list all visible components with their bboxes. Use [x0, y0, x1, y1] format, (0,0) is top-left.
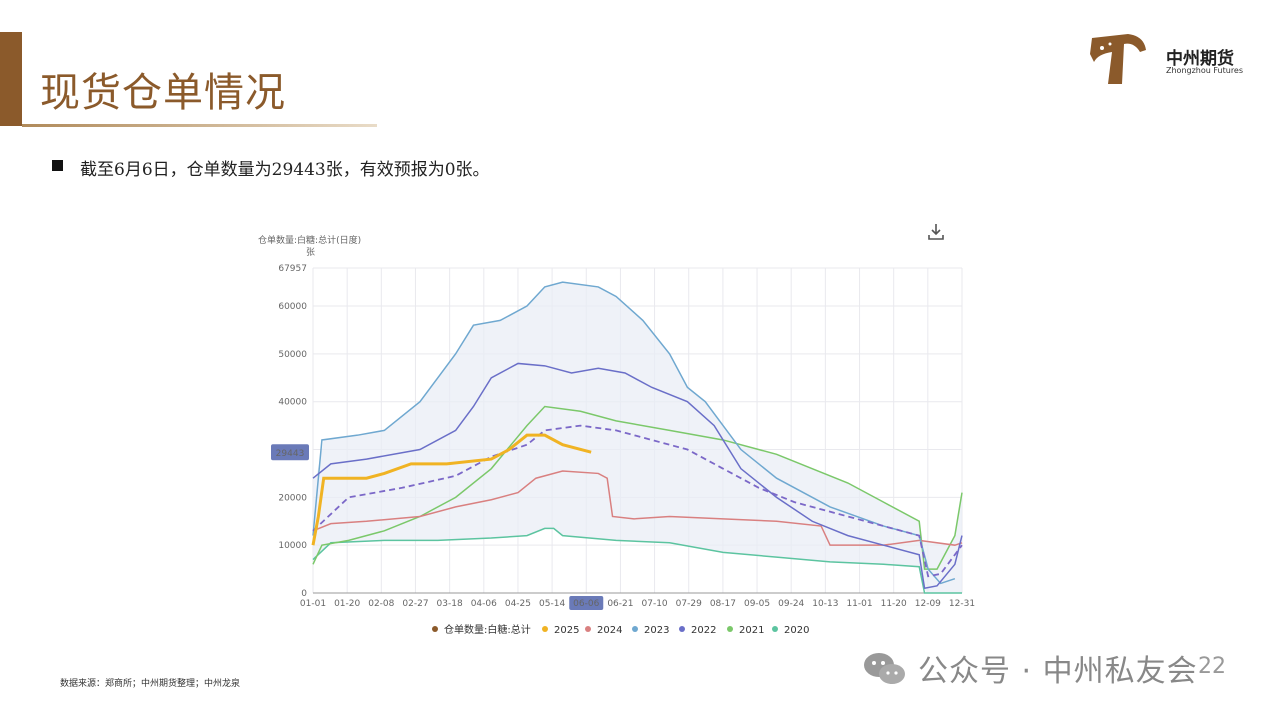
legend-label: 2023 — [644, 625, 669, 636]
legend-label: 2020 — [784, 625, 809, 636]
legend-marker — [542, 626, 548, 632]
series-line-2023 — [312, 281, 956, 585]
x-tick-label: 02-08 — [368, 599, 394, 609]
x-tick-label: 01-20 — [334, 599, 360, 609]
warehouse-receipt-chart: 仓单数量:白糖:总计(日度)张0100002000030000400005000… — [258, 234, 975, 636]
x-tick-label: 07-29 — [676, 599, 702, 609]
x-tick-label: 10-13 — [812, 599, 838, 609]
y-tick-label: 10000 — [278, 541, 307, 551]
wechat-icon — [864, 653, 905, 684]
series-line-2025 — [311, 433, 592, 546]
series-line-avg — [312, 424, 963, 578]
title-underline — [22, 124, 377, 127]
x-tick-label: 02-27 — [402, 599, 428, 609]
legend-label: 仓单数量:白糖:总计 — [444, 623, 531, 636]
legend-marker — [585, 626, 591, 632]
x-tick-label: 04-25 — [505, 599, 531, 609]
x-tick-label: 05-14 — [539, 599, 565, 609]
current-value-label: 29443 — [276, 449, 305, 459]
x-tick-label: 06-06 — [573, 599, 599, 609]
series-line-2020 — [312, 527, 962, 594]
x-current-date-marker — [569, 596, 604, 610]
y-tick-label: 67957 — [278, 264, 307, 274]
bullet-square — [52, 160, 63, 171]
y-tick-label: 20000 — [278, 493, 307, 503]
chart-title: 仓单数量:白糖:总计(日度) — [258, 234, 361, 246]
data-source: 数据来源：郑商所；中州期货整理；中州龙泉 — [60, 679, 241, 689]
company-name-en: Zhongzhou Futures — [1166, 66, 1244, 75]
chart-container: 仓单数量:白糖:总计(日度)张0100002000030000400005000… — [240, 220, 980, 640]
x-tick-label: 12-31 — [949, 599, 975, 609]
legend-label: 2024 — [597, 625, 622, 636]
legend-marker — [727, 626, 733, 632]
x-tick-label: 12-09 — [915, 599, 941, 609]
watermark-text: 公众号 · 中州私友会 — [918, 654, 1198, 689]
current-value-marker — [271, 444, 309, 461]
legend-label: 2022 — [691, 625, 716, 636]
x-tick-label: 11-20 — [881, 599, 907, 609]
y-tick-label: 40000 — [278, 398, 307, 408]
legend-label: 2025 — [554, 625, 579, 636]
legend-marker — [772, 626, 778, 632]
series-line-2024 — [312, 470, 963, 546]
y-tick-label: 60000 — [278, 302, 307, 312]
x-tick-label: 06-21 — [607, 599, 633, 609]
download-icon[interactable] — [926, 222, 946, 242]
x-tick-label: 07-10 — [642, 599, 668, 609]
summary-text: 截至6月6日，仓单数量为29443张，有效预报为0张。 — [80, 160, 490, 180]
x-tick-label: 09-24 — [778, 599, 804, 609]
legend-marker — [632, 626, 638, 632]
page-number: 22 — [1198, 654, 1226, 679]
x-tick-label: 09-05 — [744, 599, 770, 609]
legend-marker — [432, 626, 438, 632]
company-name: 中州期货 — [1166, 49, 1234, 69]
x-tick-label: 08-17 — [710, 599, 736, 609]
y-tick-label: 0 — [301, 589, 307, 599]
x-tick-label: 11-01 — [846, 599, 872, 609]
x-tick-label: 04-06 — [471, 599, 497, 609]
page-title: 现货仓单情况 — [40, 70, 286, 116]
company-logo-icon — [1088, 32, 1148, 88]
legend-label: 2021 — [739, 625, 764, 636]
y-axis-unit: 张 — [306, 247, 315, 258]
x-tick-label: 03-18 — [437, 599, 463, 609]
historical-range-band — [313, 282, 962, 593]
x-tick-label: 01-01 — [300, 599, 326, 609]
series-line-2022 — [312, 362, 963, 590]
y-tick-label: 50000 — [278, 350, 307, 360]
title-accent-bar — [0, 32, 22, 126]
legend-marker — [679, 626, 685, 632]
